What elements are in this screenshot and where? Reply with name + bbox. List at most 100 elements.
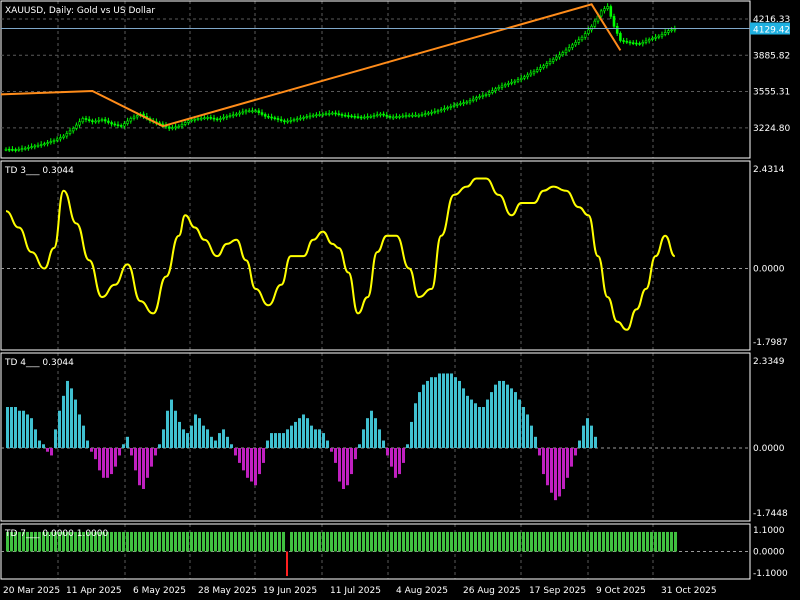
candle-body [439,109,443,112]
pane-frame [0,352,751,522]
td4-bar [318,429,321,448]
td4-bar [18,410,21,448]
candle-body [321,113,325,116]
td7-bar [554,531,557,552]
td7-bar [474,531,477,552]
td7-bar [418,531,421,552]
candle-body [475,97,478,100]
td4-bar [538,447,541,456]
candle-body [385,114,389,117]
td7-bar [630,531,633,552]
candle-body [487,92,491,95]
candle-body [171,127,174,129]
td7-bar [110,531,113,552]
candle-body [270,116,273,119]
td4-bar [418,392,421,448]
td7-bar [382,531,385,552]
candle-body [526,74,529,78]
td3-tick-label: 0.0000 [753,264,785,274]
td7-bar [642,531,645,552]
candle-body [110,122,113,125]
td4-bar [218,433,221,448]
candle-body [260,112,264,115]
td7-bar [638,531,641,552]
td7-bar [6,531,9,552]
candle-body [203,117,206,120]
candle-body [606,6,609,9]
td7-bar [534,531,537,552]
candle-body [174,126,177,129]
candle-body [631,42,635,45]
td7-bar [58,531,61,552]
candle-body [36,144,40,147]
candle-body [129,118,133,122]
candle-body [100,119,104,121]
td7-bar [510,531,513,552]
td4-bar [286,429,289,448]
td7-bar [442,531,445,552]
price-tick-label: 3224.80 [753,124,790,134]
candle-body [593,20,597,27]
td4-bar [118,447,121,456]
td7-bar [490,531,493,552]
candle-body [222,117,225,119]
td7-bar [502,531,505,552]
candle-body [574,42,577,46]
candle-body [7,148,11,151]
td4-bar [338,447,341,482]
candle-body [583,33,587,38]
candle-body [183,122,187,125]
td4-bar [554,447,557,501]
td7-bar [390,531,393,552]
candle-body [500,85,504,88]
td7-bar [70,531,73,552]
candle-body [494,88,497,91]
td7-bar [482,531,485,552]
td4-bar [394,447,397,478]
candle-body [75,124,78,129]
td4-bar [142,447,145,489]
td4-bar [370,410,373,448]
candle-body [401,115,405,118]
candle-body [318,114,321,116]
td7-bar [586,531,589,552]
td7-bar [594,531,597,552]
td4-bar [506,384,509,448]
candle-body [443,108,446,110]
td4-bar [294,421,297,448]
candle-body [135,115,139,118]
td7-bar [330,531,333,552]
td7-bar [54,531,57,552]
candle-body [625,40,629,43]
candle-body [263,114,267,117]
td4-bar [402,447,405,463]
candle-body [247,110,251,113]
current-price-label: 4129.42 [753,26,790,36]
td7-bar [414,531,417,552]
candle-body [350,115,353,118]
td4-bar [290,425,293,448]
candle-body [353,115,357,118]
td4-bar [154,447,157,456]
td7-bar [458,531,461,552]
candle-body [17,148,21,151]
td4-bar [26,414,29,448]
candle-body [417,114,421,117]
td4-bar [518,399,521,448]
td4-bar [450,373,453,448]
td4-bar [574,447,577,456]
td4-bar [526,414,529,448]
td4-tick-label: 2.3349 [753,357,785,367]
candle-body [276,118,280,120]
candle-body [187,120,190,123]
td4-bar [310,425,313,448]
candle-body [302,117,305,119]
td4-title: TD 4___ 0.3044 [4,358,74,368]
candle-body [433,111,437,113]
td7-bar [454,531,457,552]
candle-body [228,115,232,117]
td4-bar [422,384,425,448]
td7-bar [378,531,381,552]
candle-body [107,120,110,123]
